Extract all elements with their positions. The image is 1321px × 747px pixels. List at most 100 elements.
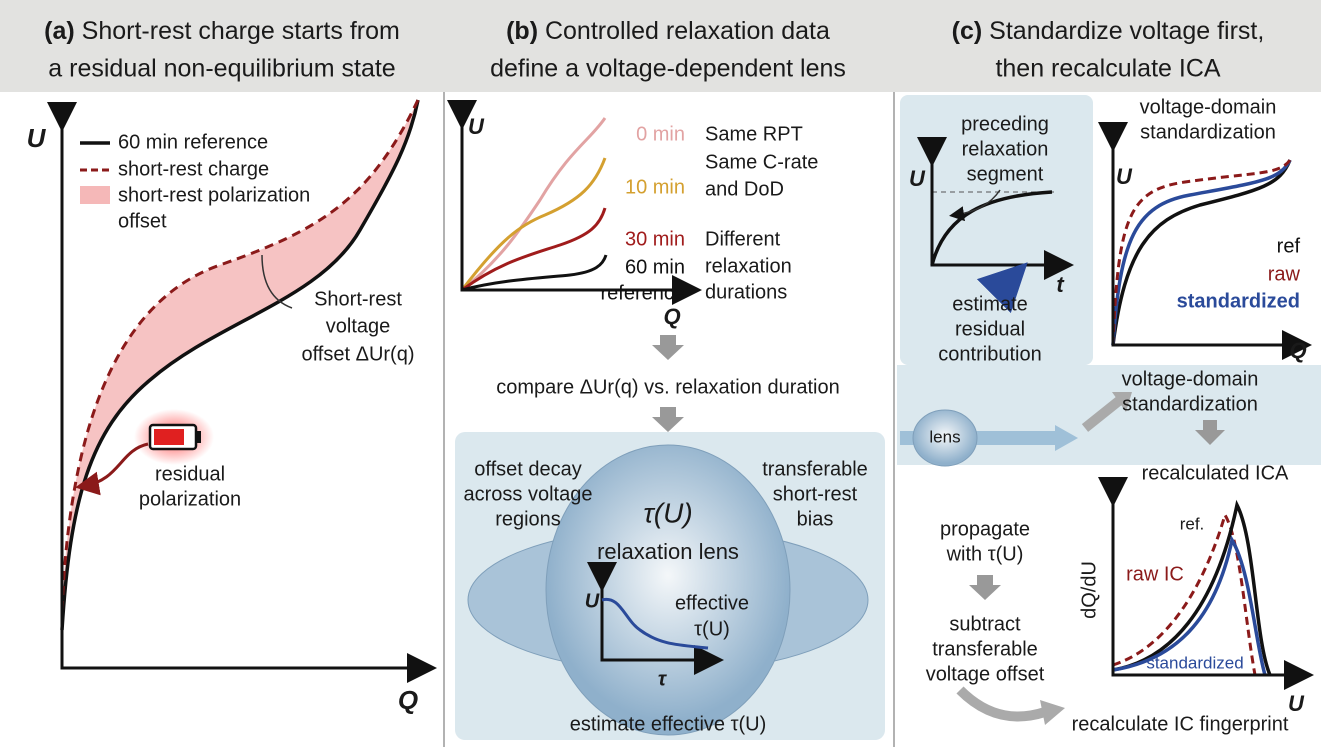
note: offset decay: [474, 458, 581, 480]
axis-label: Q: [663, 304, 680, 329]
axis-label: U: [27, 123, 47, 153]
axis-label: Q: [398, 685, 418, 715]
axis-label: U: [1116, 164, 1133, 189]
legend-entry: offset: [118, 210, 167, 232]
lens-title: τ(U): [643, 497, 692, 528]
axis-label: U: [585, 590, 600, 612]
axis-label: U: [909, 166, 926, 191]
panel-title: (c) Standardize voltage first,: [952, 17, 1265, 45]
note: transferable: [762, 458, 868, 480]
annotation: effective: [675, 592, 749, 614]
curve-label: 0 min: [636, 123, 685, 145]
annotation: subtract: [949, 613, 1021, 635]
inset-title: recalculated ICA: [1142, 462, 1289, 484]
annotation: relaxation: [962, 138, 1049, 160]
curve-label: ref.: [1180, 514, 1205, 533]
lens-label: relaxation lens: [597, 539, 739, 564]
axis-label: U: [1288, 691, 1305, 716]
note: regions: [495, 508, 561, 530]
arrow: [1081, 396, 1124, 432]
panel-a: [47, 99, 437, 683]
panel-b: [447, 100, 885, 740]
legend-entry: 60 min reference: [118, 131, 268, 153]
annotation: residual: [155, 463, 225, 485]
note: across voltage: [464, 483, 593, 505]
inset-title: standardization: [1140, 121, 1276, 143]
note: and DoD: [705, 178, 784, 200]
annotation: compare ΔUr(q) vs. relaxation duration: [496, 376, 840, 398]
axis-label: U: [468, 114, 485, 139]
arrow-head: [1055, 425, 1078, 451]
curved-arrow: [956, 686, 1047, 722]
lens-label: lens: [929, 427, 960, 446]
title-line: Short-rest charge starts from: [75, 17, 400, 45]
panel-label: (c): [952, 17, 983, 45]
note: durations: [705, 281, 787, 303]
tau-curve: [601, 597, 709, 650]
panel-c: [897, 95, 1321, 725]
title-line: a residual non-equilibrium state: [48, 55, 395, 83]
down-arrow: [652, 407, 684, 432]
battery-charge: [154, 429, 184, 445]
annotation: polarization: [139, 488, 241, 510]
note: short-rest: [773, 483, 858, 505]
arrow-head: [1112, 392, 1132, 412]
title-line: define a voltage-dependent lens: [490, 55, 846, 83]
down-arrow: [969, 575, 1001, 600]
annotation: recalculate IC fingerprint: [1072, 713, 1289, 735]
title-line: Controlled relaxation data: [538, 17, 830, 45]
annotation: standardization: [1122, 393, 1258, 415]
note: Different: [705, 228, 781, 250]
annotation: τ(U): [694, 618, 730, 640]
note: Same RPT: [705, 123, 803, 145]
annotation: estimate: [952, 293, 1028, 315]
annotation: preceding: [961, 113, 1049, 135]
annotation: voltage offset: [926, 663, 1045, 685]
annotation: voltage: [326, 315, 391, 337]
annotation: segment: [967, 163, 1044, 185]
inset-title: voltage-domain: [1140, 96, 1277, 118]
title-line: then recalculate ICA: [995, 55, 1220, 83]
header-band: [0, 0, 1321, 92]
axis-label: τ: [658, 668, 668, 690]
annotation: with τ(U): [946, 543, 1024, 565]
annotation: transferable: [932, 638, 1038, 660]
annotation: residual: [955, 318, 1025, 340]
curve-label: raw IC: [1126, 563, 1184, 585]
annotation: Short-rest: [314, 288, 402, 310]
axis-label: Q: [1289, 338, 1306, 363]
annotation: estimate effective τ(U): [570, 713, 766, 735]
annotation: voltage-domain: [1122, 368, 1259, 390]
legend-entry: ref: [1277, 235, 1301, 257]
panel-label: (b): [506, 17, 538, 45]
legend-entry: standardized: [1177, 290, 1300, 312]
axes: [1098, 122, 1312, 360]
legend-entry: short-rest charge: [118, 158, 269, 180]
curve-label: standardized: [1146, 653, 1243, 672]
inset-axes: [587, 562, 724, 675]
arrow-head: [1040, 700, 1065, 725]
note: bias: [797, 508, 834, 530]
panel-title: (a) Short-rest charge starts from: [44, 17, 400, 45]
note: relaxation: [705, 255, 792, 277]
up-arrow: [976, 262, 1028, 314]
title-line: Standardize voltage first,: [982, 17, 1264, 45]
leader: [261, 254, 293, 309]
axis-label: dQ/dU: [1078, 561, 1100, 619]
panel-title: (b) Controlled relaxation data: [506, 17, 830, 45]
axes: [447, 100, 702, 305]
curve-label: reference: [601, 282, 686, 304]
axes: [1098, 477, 1314, 690]
lens: [912, 409, 978, 467]
down-arrow: [652, 335, 684, 360]
polarization-arrow: [75, 442, 149, 496]
curve-label: 60 min: [625, 256, 685, 278]
annotation: offset ΔUr(q): [301, 343, 414, 365]
axis-label: t: [1056, 272, 1065, 297]
curve-label: 10 min: [625, 176, 685, 198]
battery-tip: [196, 431, 201, 443]
note: Same C-rate: [705, 151, 818, 173]
annotation: propagate: [940, 518, 1030, 540]
legend-swatch: [80, 186, 110, 204]
